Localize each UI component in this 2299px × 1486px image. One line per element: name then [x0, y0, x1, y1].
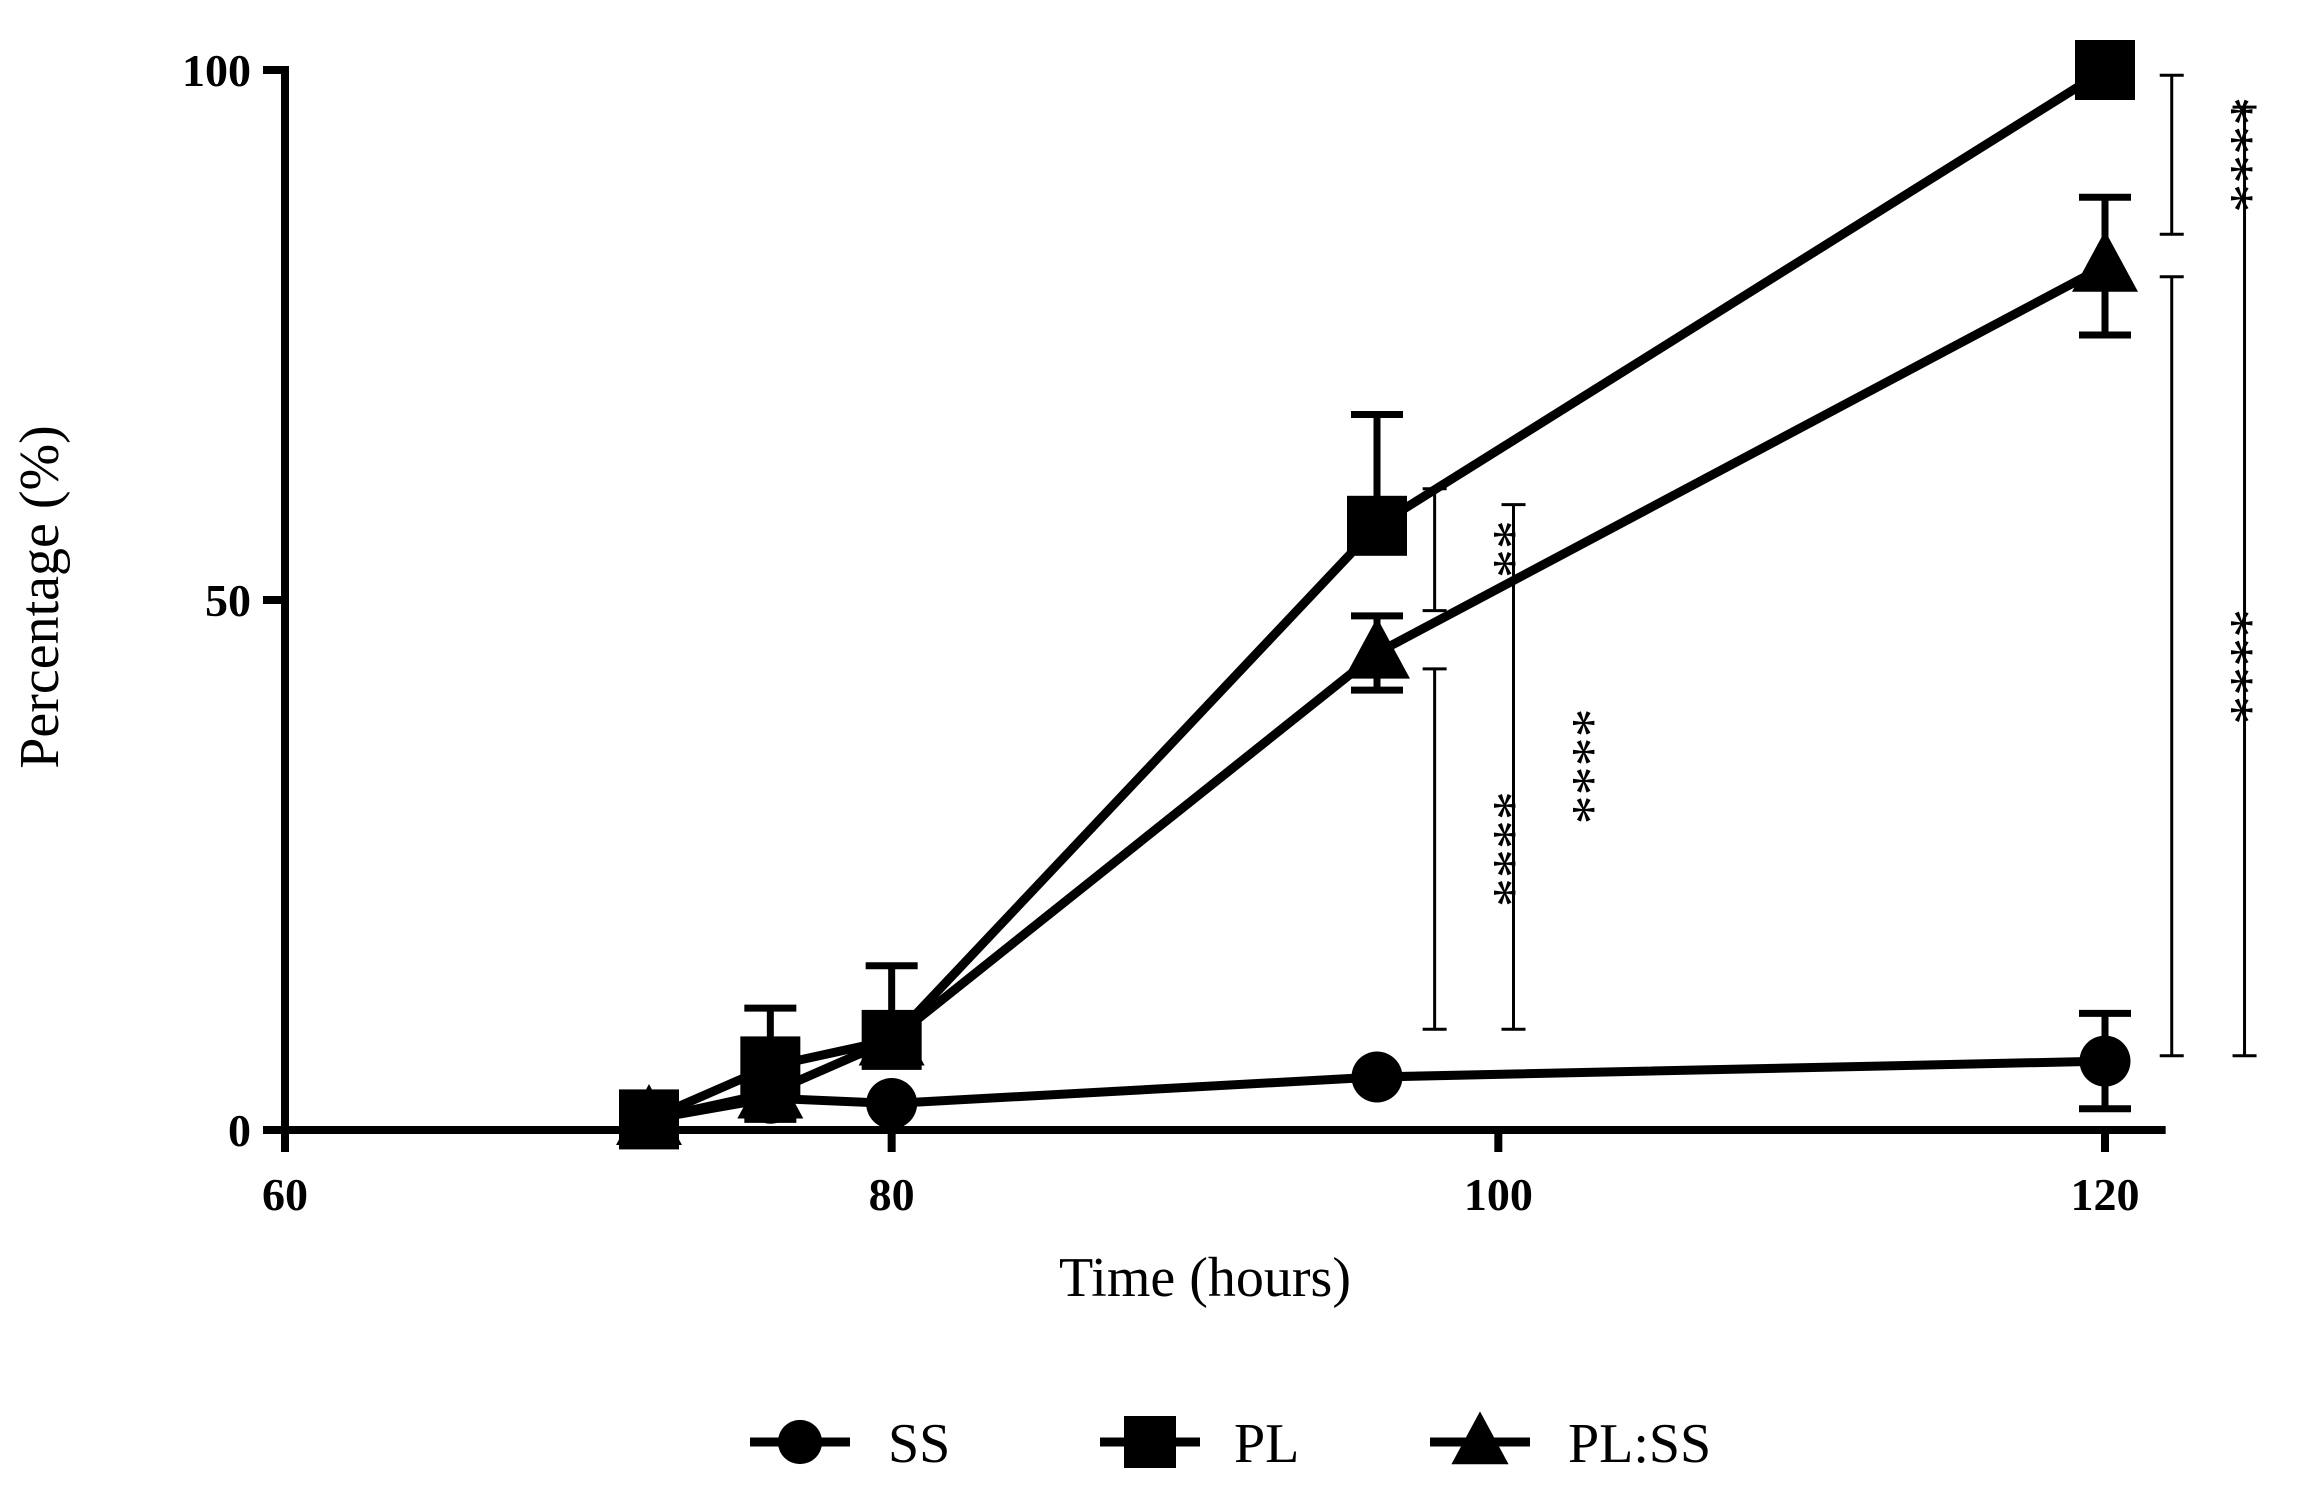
legend-marker	[1451, 1411, 1509, 1465]
y-axis-title: Percentage (%)	[9, 425, 71, 769]
data-point	[1344, 617, 1410, 679]
significance-label: ****	[1543, 708, 1608, 824]
series-pl-ss	[616, 193, 2138, 1146]
legend-item-pl: PL	[1100, 1413, 1299, 1475]
significance-bracket: ****	[2159, 275, 2266, 1058]
x-tick-label: 60	[262, 1169, 308, 1220]
legend-label: PL:SS	[1568, 1413, 1711, 1475]
data-point	[1351, 1051, 1403, 1103]
data-point	[616, 1084, 682, 1146]
data-point	[2079, 1035, 2131, 1087]
data-point	[737, 1057, 804, 1119]
legend-label: SS	[888, 1413, 950, 1475]
data-point	[2072, 230, 2138, 292]
x-tick-label: 120	[2071, 1169, 2140, 1220]
legend-label: PL	[1234, 1413, 1299, 1475]
data-point	[1347, 495, 1407, 556]
x-axis-title: Time (hours)	[1059, 1247, 1351, 1309]
axes: 60 80 100 120 0 50 100	[182, 45, 2166, 1220]
x-tick-label: 100	[1464, 1169, 1533, 1220]
y-tick-label: 0	[228, 1105, 251, 1156]
legend-marker	[1124, 1416, 1176, 1468]
significance-label: ****	[2201, 97, 2266, 213]
series-layer	[616, 40, 2138, 1150]
data-point	[866, 1078, 918, 1129]
legend-item-ss: SS	[750, 1413, 950, 1475]
series-ss	[623, 1009, 2131, 1145]
series-line	[647, 66, 2108, 1124]
x-tick-label: 80	[869, 1169, 915, 1220]
data-point	[2075, 40, 2135, 100]
legend: SS PL PL:SS	[750, 1411, 1711, 1475]
legend-item-pl-ss: PL:SS	[1430, 1411, 1711, 1475]
y-tick-label: 100	[182, 45, 251, 96]
significance-bracket: ****	[2159, 73, 2266, 236]
significance-layer: **********************	[1422, 73, 2299, 1058]
significance-label: **	[1464, 520, 1529, 578]
significance-bracket: ****	[1501, 503, 1608, 1031]
series-pl	[619, 40, 2135, 1150]
significance-label: ****	[1464, 791, 1529, 907]
legend-marker	[777, 1419, 823, 1465]
significance-label: ****	[2201, 609, 2266, 725]
y-tick-label: 50	[205, 575, 251, 626]
significance-label: ****	[2274, 475, 2299, 591]
significance-bracket: ****	[1422, 667, 1529, 1031]
data-point	[858, 1004, 925, 1066]
significance-bracket: ****	[2232, 105, 2299, 1058]
significance-bracket: **	[1422, 487, 1529, 613]
